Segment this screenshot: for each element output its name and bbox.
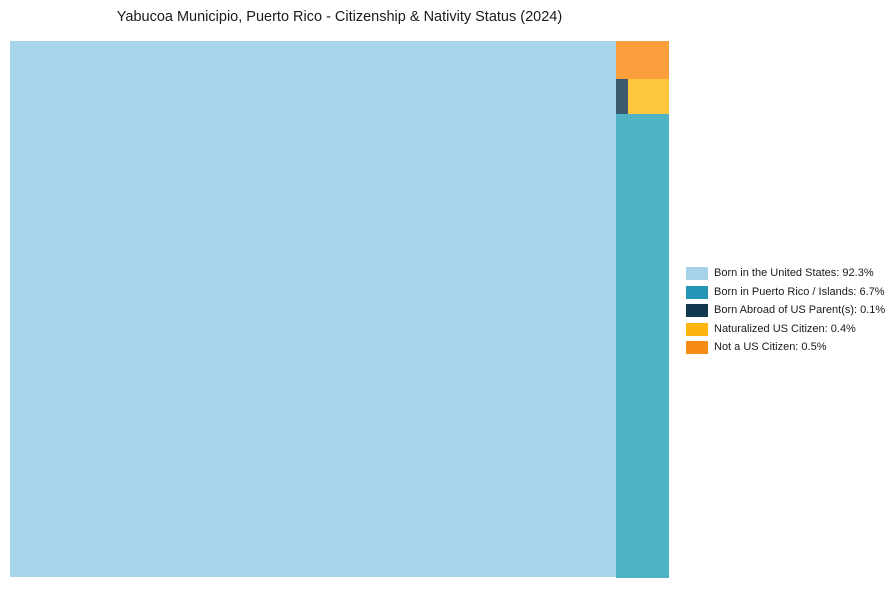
legend-swatch-not-us-citizen (686, 341, 708, 354)
legend-label-born-abroad-us-parents: Born Abroad of US Parent(s): 0.1% (714, 304, 886, 316)
legend-swatch-naturalized-us-citizen (686, 322, 708, 336)
treemap-cell-not-us-citizen[interactable] (616, 41, 669, 79)
legend-swatch-born-in-united-states (686, 267, 708, 280)
chart-title: Yabucoa Municipio, Puerto Rico - Citizen… (116, 9, 563, 25)
legend-item-not-us-citizen: Not a US Citizen: 0.5% (686, 341, 885, 354)
legend-label-born-in-united-states: Born in the United States: 92.3% (714, 267, 874, 279)
legend-label-not-us-citizen: Not a US Citizen: 0.5% (714, 341, 827, 353)
legend-swatch-born-in-puerto-rico-islands (686, 285, 708, 299)
treemap-cell-born-abroad-us-parents[interactable] (616, 79, 628, 114)
treemap-cell-naturalized-us-citizen[interactable] (628, 79, 669, 114)
treemap-cell-born-in-puerto-rico-islands[interactable] (616, 114, 669, 578)
treemap-cell-born-in-united-states[interactable] (10, 41, 616, 577)
legend-swatch-born-abroad-us-parents (686, 304, 708, 317)
legend-label-born-in-puerto-rico-islands: Born in Puerto Rico / Islands: 6.7% (714, 285, 885, 298)
legend-item-born-abroad-us-parents: Born Abroad of US Parent(s): 0.1% (686, 304, 885, 317)
legend-label-naturalized-us-citizen: Naturalized US Citizen: 0.4% (714, 322, 856, 335)
legend-item-born-in-united-states: Born in the United States: 92.3% (686, 267, 885, 280)
legend-item-naturalized-us-citizen: Naturalized US Citizen: 0.4% (686, 322, 885, 336)
treemap-chart (10, 41, 669, 578)
legend-item-born-in-puerto-rico-islands: Born in Puerto Rico / Islands: 6.7% (686, 285, 885, 299)
legend: Born in the United States: 92.3% Born in… (686, 267, 885, 360)
